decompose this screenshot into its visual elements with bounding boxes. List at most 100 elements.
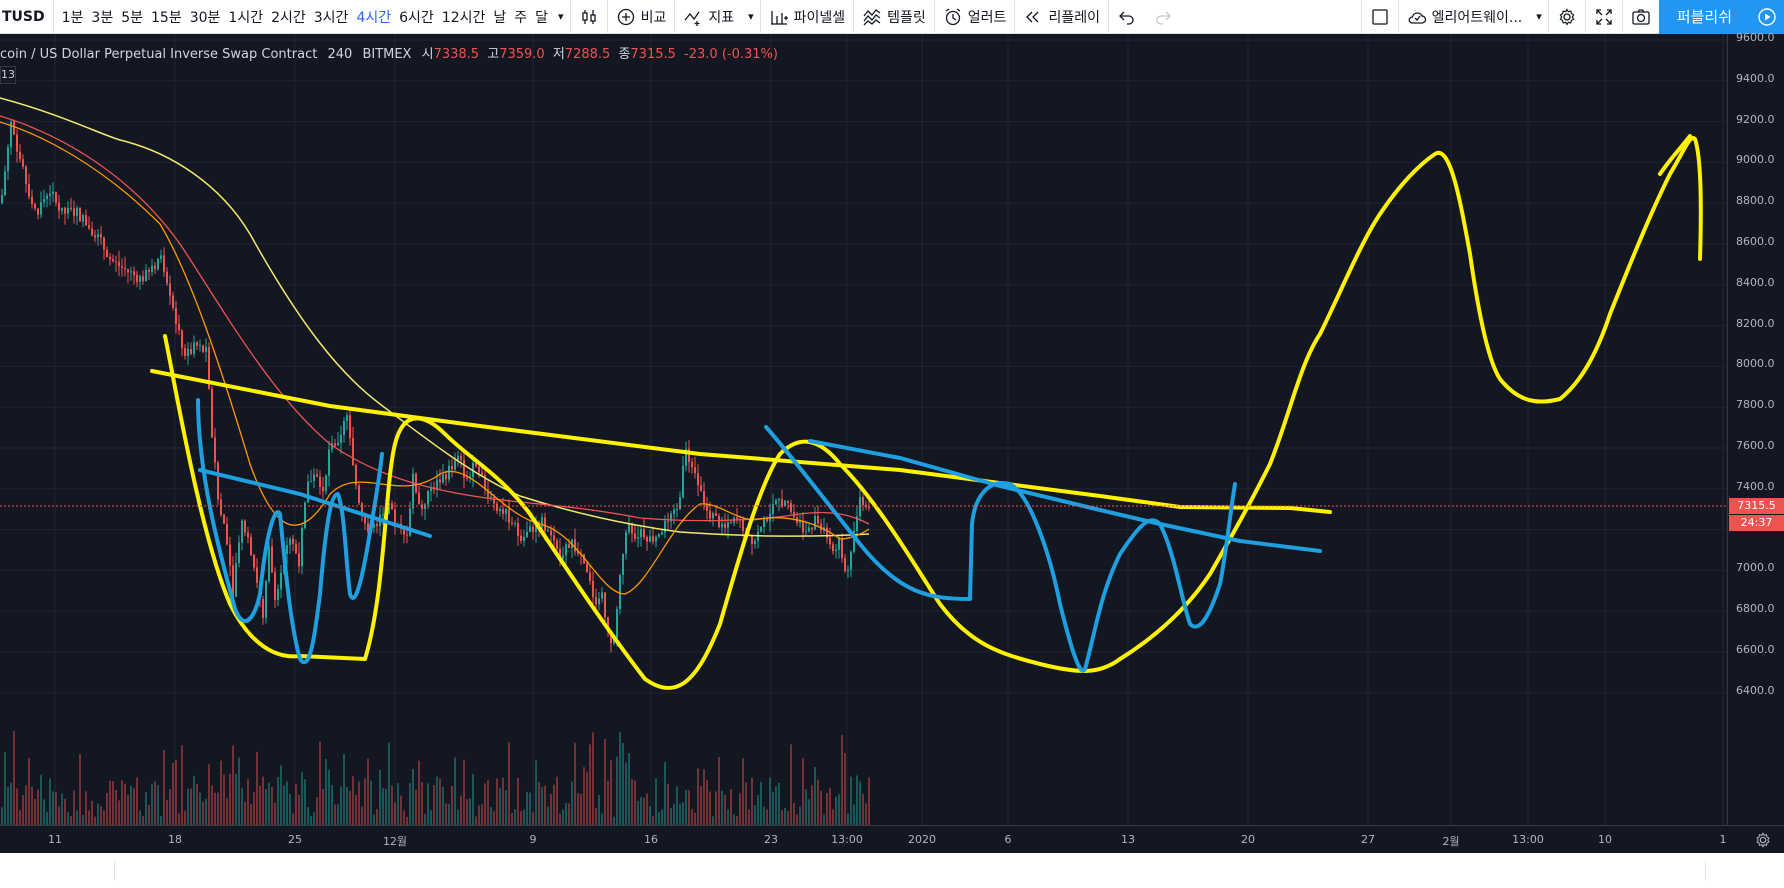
alerts-button[interactable]: 얼러트 xyxy=(935,0,1015,34)
layout-button[interactable] xyxy=(1362,0,1398,34)
candle-body xyxy=(511,522,513,524)
interval-1[interactable]: 3분 xyxy=(91,9,114,26)
saved-layout-button[interactable]: 엘리어트웨이... xyxy=(1399,0,1531,34)
volume-bar xyxy=(562,809,564,825)
interval-8[interactable]: 4시간 xyxy=(356,9,392,26)
price-axis[interactable]: 9600.0 9400.0 9200.0 9000.0 8800.0 8600.0 8400… xyxy=(1727,31,1784,825)
volume-bar xyxy=(43,799,45,825)
volume-bar xyxy=(853,804,855,825)
redo-button[interactable] xyxy=(1145,0,1181,34)
interval-6[interactable]: 2시간 xyxy=(271,9,306,26)
blue-freehand-path-2[interactable] xyxy=(764,425,1237,673)
blue-trendline-2[interactable] xyxy=(808,439,1322,553)
candle-body xyxy=(67,207,69,214)
volume-bar xyxy=(67,811,69,825)
candle-body xyxy=(196,342,198,346)
volume-bar xyxy=(493,811,495,825)
yellow-freehand-tip[interactable] xyxy=(1658,134,1692,176)
candle-body xyxy=(130,271,132,273)
snapshot-button[interactable] xyxy=(1623,0,1659,34)
candle-body xyxy=(121,266,123,268)
pine-editor-label: 파이넬셀 xyxy=(793,9,846,26)
time-tick-label: 2020 xyxy=(908,833,936,846)
volume-bar xyxy=(610,760,612,825)
play-button[interactable] xyxy=(1750,0,1784,34)
candle-body xyxy=(706,504,708,511)
price-chart[interactable] xyxy=(0,34,1727,825)
interval-7[interactable]: 3시간 xyxy=(313,9,349,26)
fullscreen-button[interactable] xyxy=(1586,0,1622,34)
templates-button[interactable]: 템플릿 xyxy=(854,0,934,34)
interval-0[interactable]: 1분 xyxy=(61,9,84,26)
study-badge[interactable]: 13 xyxy=(0,66,16,84)
replay-button[interactable]: 리플레이 xyxy=(1015,0,1108,34)
candle-body xyxy=(466,477,468,479)
cloud-icon xyxy=(1408,11,1426,24)
volume-bar xyxy=(286,781,288,825)
volume-bar xyxy=(370,780,372,825)
candle-body xyxy=(286,545,288,554)
undo-button[interactable] xyxy=(1109,0,1145,34)
volume-bar xyxy=(100,806,102,825)
compare-button[interactable]: 비교 xyxy=(608,0,675,34)
fullscreen-icon xyxy=(1596,8,1612,25)
volume-bar xyxy=(697,768,699,825)
interval-13[interactable]: 달 xyxy=(535,9,549,26)
candle-body xyxy=(478,466,480,473)
symbol-search[interactable]: TUSD xyxy=(2,8,45,25)
pine-editor-button[interactable]: 파이넬셀 xyxy=(761,0,854,34)
interval-3[interactable]: 15분 xyxy=(151,9,182,26)
volume-bar xyxy=(85,791,87,825)
candle-body xyxy=(760,526,762,532)
time-axis[interactable]: 11 18 25 12월 9 16 23 13:00 2020 6 13 20 27 2월 13:00 10 1 xyxy=(0,825,1784,853)
candle-body xyxy=(790,502,792,513)
candles-icon xyxy=(581,9,596,24)
interval-2[interactable]: 5분 xyxy=(121,9,144,26)
interval-5[interactable]: 1시간 xyxy=(228,9,264,26)
candle-body xyxy=(841,538,843,559)
yellow-trendline[interactable] xyxy=(150,369,1332,514)
interval-10[interactable]: 12시간 xyxy=(441,9,486,26)
volume-bar xyxy=(361,806,363,825)
interval-12[interactable]: 주 xyxy=(514,9,528,26)
layout-chevron-down-icon[interactable]: ▾ xyxy=(1536,10,1542,23)
candle-body xyxy=(43,199,45,203)
volume-bar xyxy=(322,788,324,825)
candle-body xyxy=(781,499,783,507)
blue-freehand-path[interactable] xyxy=(196,398,384,664)
interval-4[interactable]: 30분 xyxy=(189,9,221,26)
last-price-badge: 7315.5 xyxy=(1729,498,1784,514)
interval-9[interactable]: 6시간 xyxy=(399,9,434,26)
volume-bar xyxy=(139,810,141,825)
candle-body xyxy=(220,499,222,515)
volume-bar xyxy=(199,792,201,825)
blue-trendline[interactable] xyxy=(198,468,432,538)
volume-bar xyxy=(646,793,648,825)
ma-fast-line xyxy=(0,121,870,595)
volume-bar xyxy=(691,809,693,825)
candle-body xyxy=(10,121,12,148)
volume-bar xyxy=(772,791,774,825)
yellow-freehand-path[interactable] xyxy=(163,136,1703,690)
interval-11[interactable]: 날 xyxy=(493,9,507,26)
interval-dropdown-chevron-icon[interactable]: ▾ xyxy=(558,10,564,23)
axis-settings-gear-icon[interactable] xyxy=(1754,831,1772,849)
open-value: 7338.5 xyxy=(433,47,480,62)
chart-pane[interactable]: coin / US Dollar Perpetual Inverse Swap … xyxy=(0,34,1727,825)
volume-bar xyxy=(397,783,399,825)
volume-bar xyxy=(631,779,633,825)
publish-button[interactable]: 퍼블리쉬 xyxy=(1658,0,1750,34)
saved-layout-label: 엘리어트웨이... xyxy=(1431,9,1523,26)
candle-body xyxy=(25,166,27,185)
settings-button[interactable] xyxy=(1549,0,1585,34)
user-drawings[interactable] xyxy=(150,134,1703,690)
chart-style-button[interactable] xyxy=(571,0,607,34)
candle-body xyxy=(649,536,651,542)
volume-bar xyxy=(487,780,489,825)
toolbar-divider xyxy=(569,0,571,34)
volume-bar xyxy=(484,783,486,825)
volume-bar xyxy=(709,791,711,825)
indicators-button[interactable]: 지표 xyxy=(675,0,742,34)
indicators-chevron-down-icon[interactable]: ▾ xyxy=(748,10,754,23)
candle-body xyxy=(637,537,639,539)
